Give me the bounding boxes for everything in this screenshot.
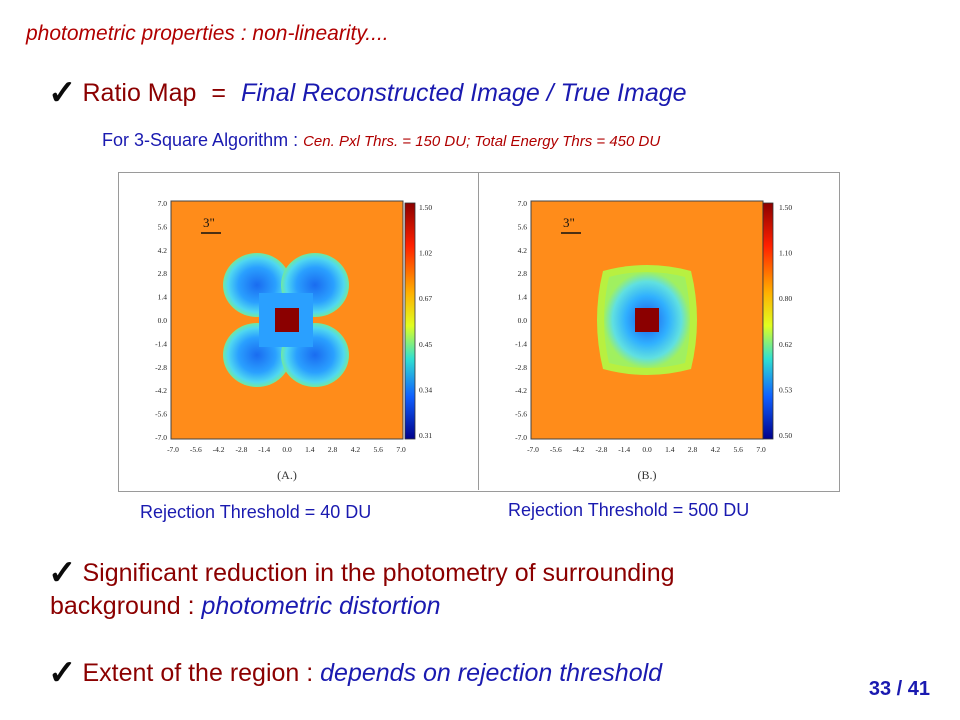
- bullet-reduction-emphasis: photometric distortion: [201, 592, 441, 620]
- y-tick-label: 7.0: [158, 199, 168, 208]
- x-tick-label: -2.8: [595, 445, 607, 454]
- colorbar-tick-label: 0.62: [779, 340, 792, 349]
- rejection-threshold-a: Rejection Threshold = 40 DU: [140, 502, 372, 522]
- panel-a-x-ticks: -7.0 -5.6 -4.2 -2.8 -1.4 0.0 1.4 2.8 4.2 5.6 7.0: [167, 445, 406, 454]
- y-tick-label: 0.0: [158, 316, 168, 325]
- panel-b-center-square: [635, 308, 659, 332]
- x-tick-label: -5.6: [550, 445, 562, 454]
- y-tick-label: -1.4: [155, 339, 167, 348]
- x-tick-label: 1.4: [665, 445, 675, 454]
- x-tick-label: -7.0: [167, 445, 179, 454]
- x-tick-label: 5.6: [374, 445, 384, 454]
- y-tick-label: -5.6: [515, 410, 527, 419]
- page-number: 33 / 41: [868, 678, 930, 700]
- x-tick-label: 7.0: [396, 445, 406, 454]
- ratio-map-label: Ratio Map: [82, 79, 197, 107]
- colorbar-tick-label: 1.50: [419, 203, 432, 212]
- y-tick-label: 7.0: [518, 199, 528, 208]
- panel-b-scale-marker: 3": [563, 215, 575, 230]
- checkmark-icon: ✓: [48, 654, 77, 692]
- panel-a-label: (A.): [277, 468, 297, 482]
- panel-b-y-ticks: -7.0 -5.6 -4.2 -2.8 -1.4 0.0 1.4 2.8 4.2 5.6 7.0: [515, 199, 527, 442]
- panel-a-center-square: [275, 308, 299, 332]
- x-tick-label: 1.4: [305, 445, 315, 454]
- ratio-map-line: ✓ Ratio Map = Final Reconstructed Image /…: [48, 70, 687, 112]
- equals-sign: =: [211, 79, 227, 107]
- x-tick-label: -1.4: [258, 445, 270, 454]
- colorbar-tick-label: 0.34: [419, 385, 432, 394]
- colorbar-tick-label: 1.50: [779, 203, 792, 212]
- y-tick-label: -4.2: [155, 386, 167, 395]
- y-tick-label: 1.4: [158, 293, 168, 302]
- algorithm-details: Cen. Pxl Thrs. = 150 DU; Total Energy Th…: [303, 133, 661, 150]
- y-tick-label: -5.6: [155, 410, 167, 419]
- x-tick-label: -5.6: [190, 445, 202, 454]
- y-tick-label: 4.2: [158, 246, 168, 255]
- bullet-extent: ✓ Extent of the region : depends on rejec…: [48, 650, 663, 692]
- y-tick-label: -2.8: [515, 363, 527, 372]
- x-tick-label: -7.0: [527, 445, 539, 454]
- y-tick-label: 1.4: [518, 293, 528, 302]
- x-tick-label: 5.6: [734, 445, 744, 454]
- panel-a: 3" -7.0 -5.6 -4.2 -2.8 -1.4 0.0 1.4 2.8 4.2 5.6 7.…: [155, 199, 432, 482]
- x-tick-label: -2.8: [235, 445, 247, 454]
- algorithm-prefix: For 3-Square Algorithm :: [102, 130, 304, 150]
- bullet-reduction-continuation: background : photometric distortion: [50, 592, 441, 621]
- y-tick-label: -1.4: [515, 339, 527, 348]
- bullet-reduction: ✓ Significant reduction in the photometry…: [48, 550, 675, 592]
- panel-a-colorbar-ticks: 1.50 1.02 0.67 0.45 0.34 0.31: [419, 203, 432, 440]
- x-tick-label: -4.2: [573, 445, 585, 454]
- panel-a-y-ticks: -7.0 -5.6 -4.2 -2.8 -1.4 0.0 1.4 2.8 4.2 5.6 7.0: [155, 199, 167, 442]
- bullet-extent-emphasis: depends on rejection threshold: [320, 659, 663, 687]
- y-tick-label: -4.2: [515, 386, 527, 395]
- panel-b: 3" -7.0 -5.6 -4.2 -2.8 -1.4 0.0 1.4 2.8 4.2 5.6 7.…: [515, 199, 792, 482]
- panel-a-colorbar: [404, 202, 416, 440]
- x-tick-label: 7.0: [756, 445, 766, 454]
- y-tick-label: 2.8: [158, 269, 168, 278]
- y-tick-label: 0.0: [518, 316, 528, 325]
- bullet-extent-text: Extent of the region :: [82, 659, 321, 687]
- x-tick-label: 0.0: [642, 445, 652, 454]
- colorbar-tick-label: 0.80: [779, 294, 792, 303]
- checkmark-icon: ✓: [48, 554, 77, 592]
- panel-b-colorbar-ticks: 1.50 1.10 0.80 0.62 0.53 0.50: [779, 203, 792, 440]
- ratio-map-svg: 3" -7.0 -5.6 -4.2 -2.8 -1.4 0.0 1.4 2.8 4.2 5.6 7.…: [155, 199, 792, 482]
- panel-b-label: (B.): [638, 468, 657, 482]
- x-tick-label: -4.2: [213, 445, 225, 454]
- colorbar-tick-label: 0.53: [779, 385, 792, 394]
- ratio-map-figure: 3" -7.0 -5.6 -4.2 -2.8 -1.4 0.0 1.4 2.8 4.2 5.6 7.…: [118, 172, 840, 492]
- x-tick-label: 2.8: [328, 445, 338, 454]
- y-tick-label: 5.6: [518, 222, 528, 231]
- y-tick-label: -7.0: [515, 433, 527, 442]
- bullet-reduction-text: Significant reduction in the photometry …: [82, 559, 675, 587]
- panel-a-scale-marker: 3": [203, 215, 215, 230]
- colorbar-tick-label: 0.67: [419, 294, 432, 303]
- colorbar-tick-label: 0.45: [419, 340, 432, 349]
- slide-header: photometric properties : non-linearity..…: [26, 22, 389, 45]
- y-tick-label: -2.8: [155, 363, 167, 372]
- x-tick-label: 4.2: [351, 445, 361, 454]
- checkmark-icon: ✓: [48, 74, 77, 112]
- y-tick-label: -7.0: [155, 433, 167, 442]
- y-tick-label: 5.6: [158, 222, 168, 231]
- x-tick-label: 2.8: [688, 445, 698, 454]
- y-tick-label: 4.2: [518, 246, 528, 255]
- algorithm-line: For 3-Square Algorithm : Cen. Pxl Thrs. …: [102, 130, 660, 151]
- y-tick-label: 2.8: [518, 269, 528, 278]
- panel-b-colorbar: [762, 202, 774, 440]
- colorbar-tick-label: 0.31: [419, 431, 432, 440]
- rejection-threshold-b: Rejection Threshold = 500 DU: [508, 500, 750, 520]
- ratio-expression: Final Reconstructed Image / True Image: [240, 79, 687, 107]
- x-tick-label: 4.2: [711, 445, 721, 454]
- bullet-reduction-continuation-text: background :: [50, 592, 202, 620]
- colorbar-tick-label: 0.50: [779, 431, 792, 440]
- colorbar-tick-label: 1.02: [419, 249, 432, 258]
- x-tick-label: 0.0: [282, 445, 292, 454]
- panel-b-x-ticks: -7.0 -5.6 -4.2 -2.8 -1.4 0.0 1.4 2.8 4.2 5.6 7.0: [527, 445, 766, 454]
- panel-divider: [478, 172, 479, 490]
- colorbar-tick-label: 1.10: [779, 249, 792, 258]
- x-tick-label: -1.4: [618, 445, 630, 454]
